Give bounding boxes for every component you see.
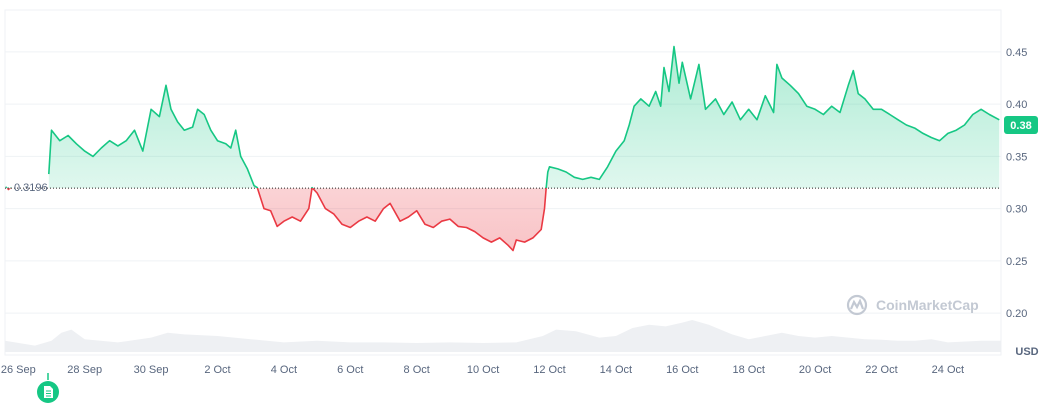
- baseline-label: 0.3196: [14, 182, 48, 194]
- y-tick-label: 0.40: [1006, 99, 1027, 111]
- watermark: CoinMarketCap: [846, 294, 979, 316]
- y-tick-label: 0.35: [1006, 151, 1027, 163]
- x-tick-label: 14 Oct: [600, 364, 632, 376]
- x-tick-label: 6 Oct: [337, 364, 363, 376]
- x-tick-label: 28 Sep: [67, 364, 102, 376]
- price-line: [5, 45, 1000, 252]
- current-price-badge-bg: [1004, 116, 1038, 134]
- price-fill-above: [48, 46, 1000, 189]
- watermark-text: CoinMarketCap: [876, 297, 979, 313]
- y-tick-label: 0.45: [1006, 47, 1027, 59]
- y-tick-label: 0.25: [1006, 256, 1027, 268]
- plot-frame: [4, 9, 1002, 356]
- x-tick-label: 16 Oct: [666, 364, 698, 376]
- x-tick-label: 30 Sep: [134, 364, 169, 376]
- price-fill-below: [257, 188, 547, 251]
- y-tick-label: 0.20: [1006, 308, 1027, 320]
- price-line-down: [256, 188, 547, 252]
- price-line-up: [5, 186, 12, 189]
- y-axis: 0.45 0.40 0.35 0.30 0.25 0.20: [1006, 47, 1027, 320]
- x-tick-label: 20 Oct: [799, 364, 831, 376]
- current-price-label: 0.38: [1010, 120, 1031, 132]
- price-line-up: [48, 45, 1000, 189]
- x-tick-label: 8 Oct: [404, 364, 430, 376]
- x-axis: 26 Sep 28 Sep 30 Sep 2 Oct 4 Oct 6 Oct 8 Oct 10…: [1, 364, 964, 376]
- x-tick-label: 2 Oct: [204, 364, 230, 376]
- current-price-badge: 0.38: [1004, 116, 1038, 134]
- x-tick-label: 24 Oct: [932, 364, 964, 376]
- x-tick-label: 10 Oct: [467, 364, 499, 376]
- x-tick-label: 18 Oct: [732, 364, 764, 376]
- y-tick-label: 0.30: [1006, 204, 1027, 216]
- volume-series: [5, 320, 1001, 352]
- price-line-down: [6, 188, 12, 191]
- currency-label: USD: [1015, 346, 1038, 358]
- news-marker[interactable]: [37, 373, 59, 403]
- document-icon: [44, 386, 53, 398]
- coinmarketcap-icon: [846, 294, 868, 316]
- x-tick-label: 26 Sep: [1, 364, 36, 376]
- x-tick-label: 22 Oct: [865, 364, 897, 376]
- volume-area: [5, 320, 1001, 352]
- x-tick-label: 4 Oct: [271, 364, 297, 376]
- x-tick-label: 12 Oct: [533, 364, 565, 376]
- price-area-fill: [48, 46, 1000, 251]
